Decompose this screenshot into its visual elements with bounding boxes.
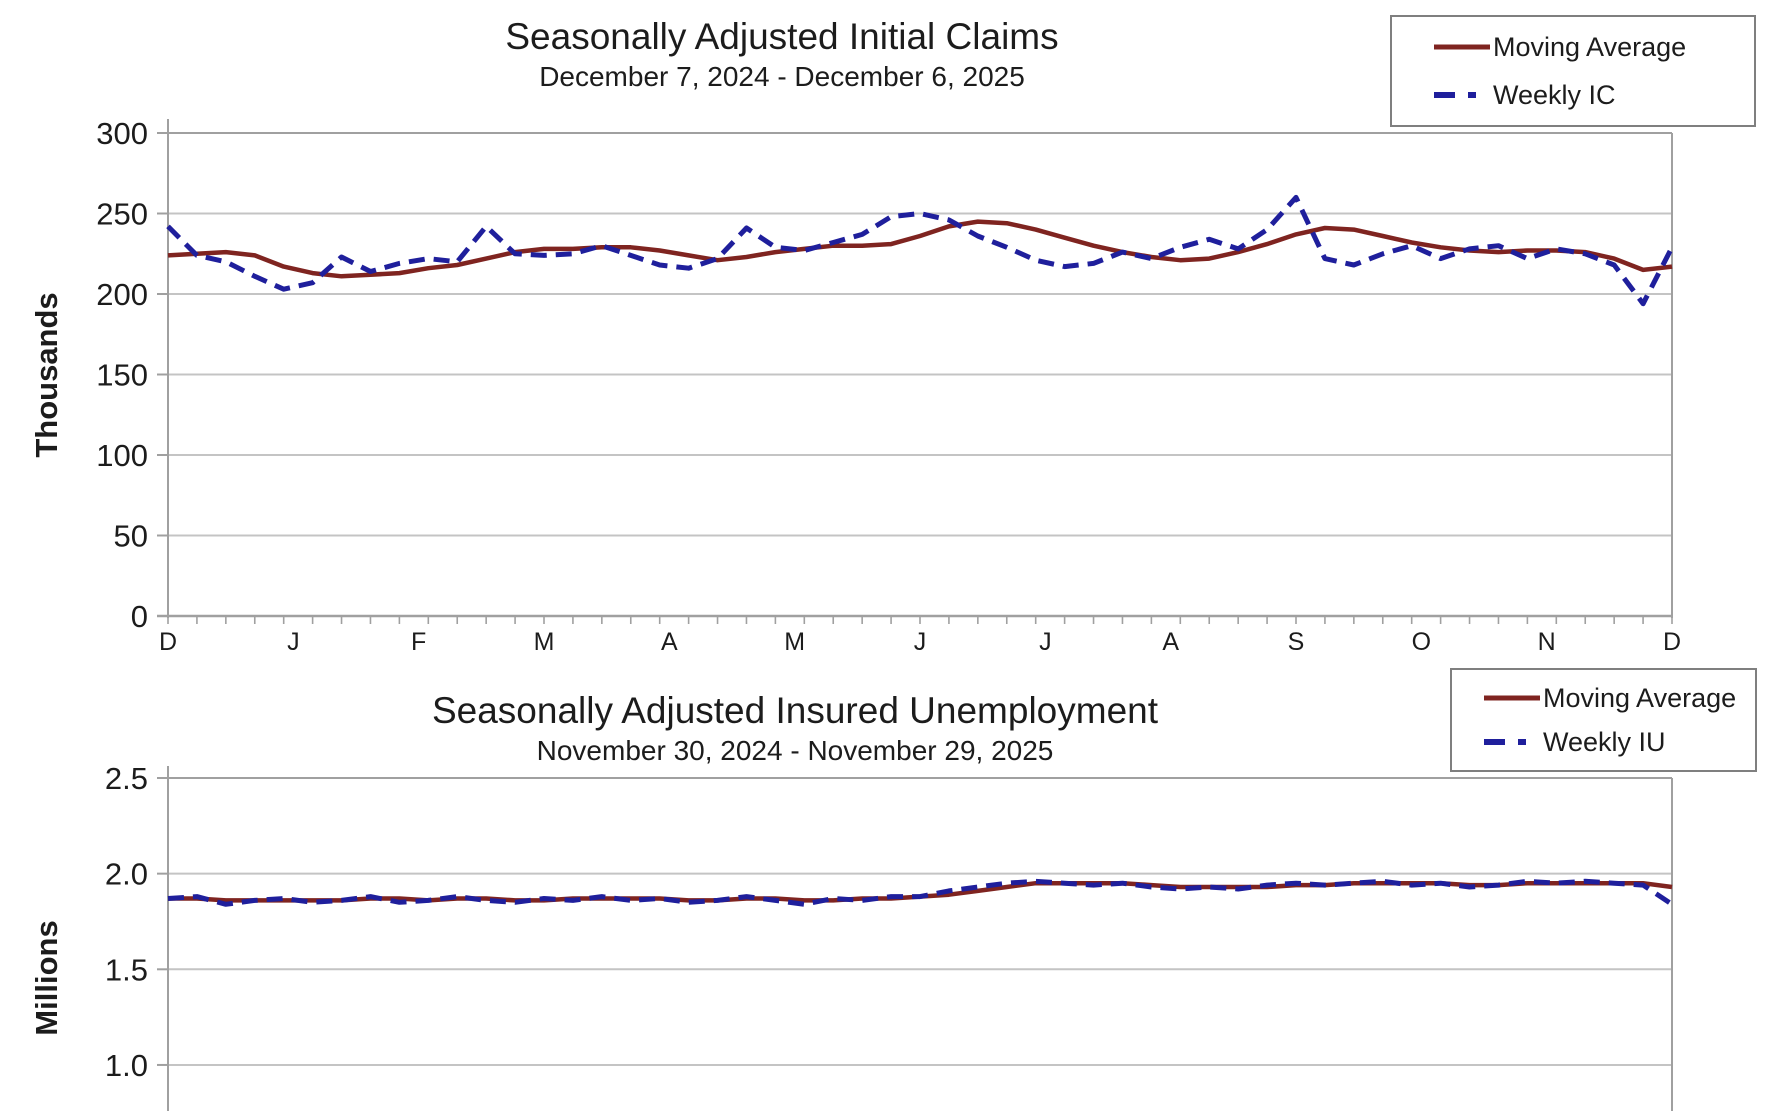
insured-unemployment-title-block: Seasonally Adjusted Insured Unemployment… xyxy=(0,690,1590,767)
legend-label-moving-average-2: Moving Average xyxy=(1543,682,1737,713)
x-tick-label: M xyxy=(784,628,805,656)
y-tick-label: 50 xyxy=(114,519,148,554)
legend-item-moving-average-2: Moving Average xyxy=(1482,683,1747,714)
initial-claims-title-block: Seasonally Adjusted Initial Claims Decem… xyxy=(0,16,1564,93)
x-tick-label: S xyxy=(1288,628,1305,656)
insured-unemployment-title: Seasonally Adjusted Insured Unemployment xyxy=(431,690,1159,731)
insured-unemployment-legend: Moving Average Weekly IU xyxy=(1450,668,1757,772)
weekly-iu-line xyxy=(167,878,1674,907)
y-tick-label: 200 xyxy=(96,277,148,312)
legend-item-moving-average: Moving Average xyxy=(1432,32,1746,63)
x-tick-label: J xyxy=(287,628,300,656)
y-tick-label: 1.0 xyxy=(105,1048,148,1083)
y-tick-label: 250 xyxy=(96,197,148,232)
y-tick-label: 150 xyxy=(96,358,148,393)
x-tick-label: D xyxy=(1663,628,1681,656)
moving-average-line xyxy=(167,219,1673,279)
y-tick-label: 1.5 xyxy=(105,952,148,987)
legend-label-weekly-iu: Weekly IU xyxy=(1543,726,1666,757)
weekly-iu-line-sample-icon xyxy=(1484,739,1540,745)
weekly-ic-line xyxy=(166,194,1675,307)
x-tick-label: F xyxy=(411,628,426,656)
x-tick-label: M xyxy=(534,628,555,656)
x-tick-label: N xyxy=(1538,628,1556,656)
legend-item-weekly-iu: Weekly IU xyxy=(1482,727,1747,758)
y-axis-unit-label: Thousands xyxy=(29,292,64,457)
insured-unemployment-subtitle: November 30, 2024 - November 29, 2025 xyxy=(536,734,1054,766)
x-tick-label: O xyxy=(1412,628,1431,656)
y-tick-label: 100 xyxy=(96,438,148,473)
x-tick-label: D xyxy=(159,628,177,656)
legend-label-weekly-ic: Weekly IC xyxy=(1493,79,1616,110)
x-tick-label: A xyxy=(1162,628,1179,656)
x-tick-label: J xyxy=(1039,628,1052,656)
initial-claims-title: Seasonally Adjusted Initial Claims xyxy=(505,16,1059,57)
y-tick-label: 2.0 xyxy=(105,857,148,892)
y-tick-label: 300 xyxy=(96,116,148,151)
y-tick-label: 0 xyxy=(131,599,148,634)
x-tick-label: A xyxy=(661,628,678,656)
legend-label-moving-average: Moving Average xyxy=(1493,31,1687,62)
weekly-ic-line-sample-icon xyxy=(1434,92,1490,98)
moving-average-line-sample-icon xyxy=(1434,44,1490,50)
initial-claims-legend: Moving Average Weekly IC xyxy=(1390,15,1756,127)
legend-item-weekly-ic: Weekly IC xyxy=(1432,80,1746,111)
y-tick-label: 2.5 xyxy=(105,761,148,796)
x-tick-label: J xyxy=(914,628,927,656)
initial-claims-subtitle: December 7, 2024 - December 6, 2025 xyxy=(539,60,1025,92)
y-axis-unit-label: Millions xyxy=(29,920,64,1035)
moving-average-line-sample-icon xyxy=(1484,695,1540,701)
